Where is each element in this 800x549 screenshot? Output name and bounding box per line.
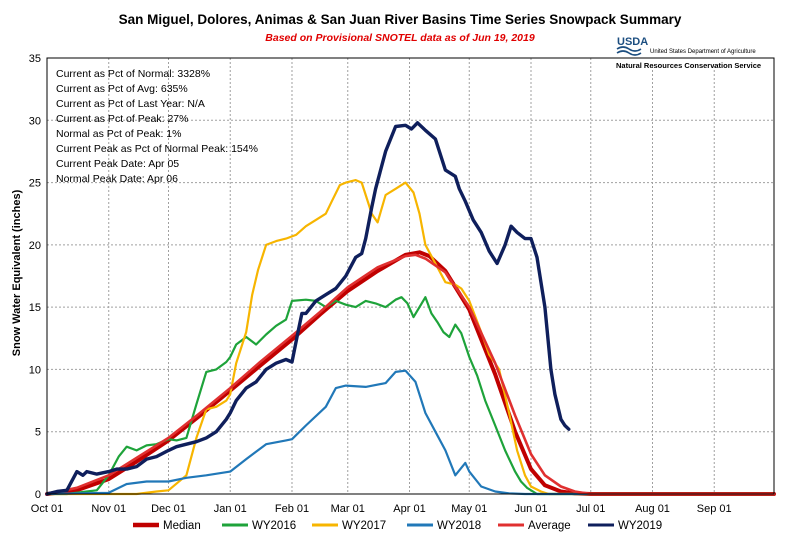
usda-wave-icon [616,46,642,52]
legend: Median WY2016 WY2017 WY2018 Average WY2019 [133,520,662,532]
stat-line: Current as Pct of Peak: 27% [56,113,188,125]
series-line-wy2018 [45,369,776,496]
nrcs-name: Natural Resources Conservation Service [616,61,761,70]
legend-label: WY2017 [342,520,386,532]
y-axis-label: Snow Water Equivalent (inches) [11,189,23,356]
stat-line: Current Peak as Pct of Normal Peak: 154% [56,143,258,155]
x-tick-label: Sep 01 [697,503,732,515]
y-tick-label: 25 [29,178,41,190]
stat-line: Current Peak Date: Apr 05 [56,158,179,170]
x-tick-label: Dec 01 [151,503,186,515]
legend-label: WY2019 [618,520,662,532]
usda-agency-name: United States Department of Agriculture [650,49,756,55]
stat-line: Normal as Pct of Peak: 1% [56,128,181,140]
legend-label: WY2016 [252,520,296,532]
y-tick-label: 5 [35,427,41,439]
x-tick-label: Mar 01 [331,503,365,515]
stat-line: Current as Pct of Normal: 3328% [56,68,210,80]
x-tick-label: Apr 01 [393,503,425,515]
x-tick-label: May 01 [451,503,487,515]
y-tick-label: 0 [35,489,41,501]
legend-label: Average [528,520,571,532]
usda-wave-icon-2 [616,50,642,56]
x-tick-label: Nov 01 [91,503,126,515]
series-lines [45,121,776,496]
grid-lines [47,58,774,494]
stat-line: Current as Pct of Avg: 635% [56,83,188,95]
x-tick-label: Jul 01 [576,503,605,515]
y-tick-label: 10 [29,364,41,376]
x-tick-label: Jan 01 [214,503,247,515]
series-line-wy2019 [45,121,571,496]
x-tick-label: Aug 01 [635,503,670,515]
y-tick-label: 35 [29,53,41,65]
legend-label: Median [163,520,201,532]
legend-label: WY2018 [437,520,481,532]
stat-line: Normal Peak Date: Apr 06 [56,173,178,185]
y-tick-label: 15 [29,302,41,314]
series-line-average [45,253,776,496]
stats-box: Current as Pct of Normal: 3328% Current … [56,68,258,185]
chart-title: San Miguel, Dolores, Animas & San Juan R… [119,12,682,27]
chart-subtitle: Based on Provisional SNOTEL data as of J… [265,32,535,44]
x-tick-label: Oct 01 [31,503,63,515]
plot-frame [46,57,775,495]
stat-line: Current as Pct of Last Year: N/A [56,98,205,110]
axis-ticks: 0 5 10 15 20 25 30 35 Oct 01 Nov 01 Dec 01 Jan 01 Fe… [29,53,732,515]
y-tick-label: 20 [29,240,41,252]
x-tick-label: Feb 01 [275,503,309,515]
usda-wordmark: USDA [617,36,648,48]
x-tick-label: Jun 01 [514,503,547,515]
y-tick-label: 30 [29,115,41,127]
